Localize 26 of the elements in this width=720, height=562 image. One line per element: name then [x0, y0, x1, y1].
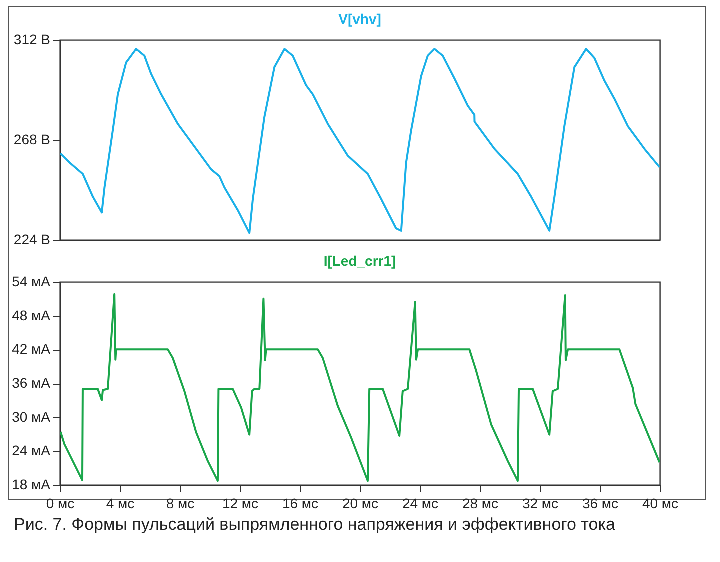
y-tick-label: 268 В	[14, 132, 50, 148]
x-tick-label: 40 мс	[642, 496, 679, 512]
x-tick-label: 20 мс	[342, 496, 379, 512]
x-tick-label: 32 мс	[522, 496, 559, 512]
x-tick-label: 16 мс	[282, 496, 319, 512]
y-tick-label: 24 мА	[12, 442, 52, 459]
y-tick-label: 48 мА	[12, 307, 52, 324]
x-tick-label: 4 мс	[106, 496, 135, 512]
chart-title: I[Led_crr1]	[324, 253, 396, 269]
text: Рис. 7. Формы пульсаций выпрямленного напряжения и эффективного тока	[14, 515, 616, 535]
line-series	[60, 48, 660, 234]
y-tick-label: 36 мА	[12, 375, 52, 391]
y-tick-label: 42 мА	[12, 341, 52, 358]
x-tick-label: 28 мс	[462, 496, 499, 512]
chart-title: V[vhv]	[338, 11, 382, 27]
x-tick-label: 8 мс	[166, 496, 195, 512]
x-tick-label: 0 мс	[46, 496, 75, 512]
y-tick-label: 54 мА	[12, 274, 52, 290]
line-series	[60, 293, 660, 482]
x-tick-label: 12 мс	[222, 496, 259, 512]
y-tick-label: 18 мА	[12, 476, 52, 492]
x-tick-label: 24 мс	[402, 496, 439, 512]
x-tick-label: 36 мс	[582, 496, 619, 512]
y-tick-label: 224 В	[14, 232, 50, 248]
y-tick-label: 30 мА	[12, 408, 52, 425]
y-tick-label: 312 В	[14, 32, 50, 48]
